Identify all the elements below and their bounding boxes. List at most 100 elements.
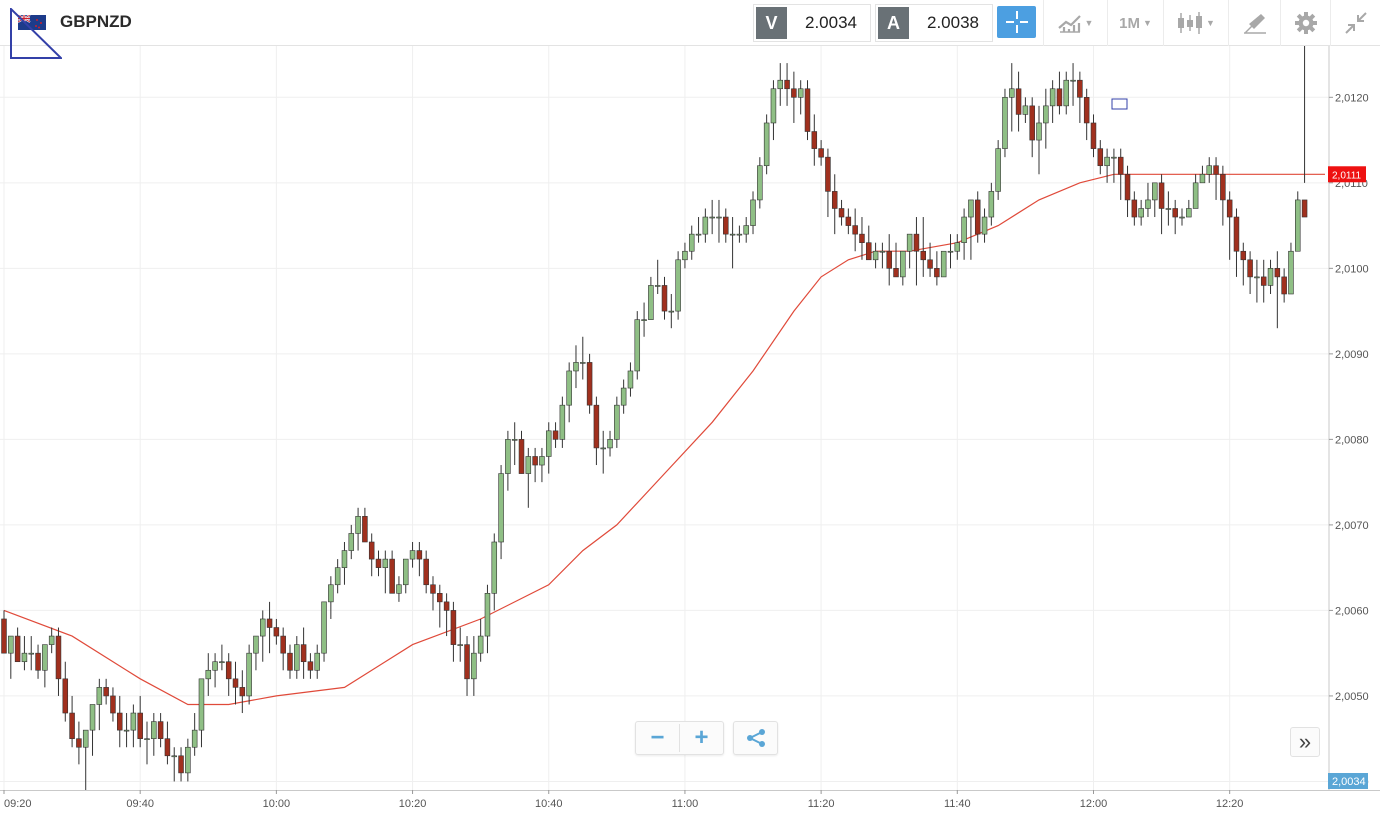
- candle-body: [1213, 165, 1219, 175]
- candle-body: [1, 618, 7, 654]
- candle-body: [164, 738, 171, 757]
- candle: [1043, 88, 1049, 149]
- buy-quote[interactable]: A 2.0038: [875, 4, 993, 42]
- candle-body: [62, 678, 69, 714]
- candle: [600, 430, 606, 474]
- candle-body: [157, 721, 164, 739]
- candle: [845, 208, 852, 235]
- share-button[interactable]: [733, 721, 778, 755]
- candle: [974, 191, 981, 243]
- candle-body: [123, 729, 130, 732]
- candle-body: [1254, 276, 1260, 279]
- candle-body: [232, 678, 239, 688]
- crosshair-button[interactable]: [997, 6, 1036, 38]
- candle: [566, 362, 572, 423]
- candle-body: [1260, 276, 1267, 286]
- sell-quote[interactable]: V 2.0034: [753, 4, 871, 42]
- candle-body: [103, 687, 109, 697]
- candle: [1117, 148, 1124, 200]
- candle-body: [1077, 79, 1083, 98]
- candle: [859, 217, 865, 260]
- zoom-out-button[interactable]: −: [636, 724, 680, 752]
- candle-body: [300, 644, 307, 663]
- price-chart[interactable]: 2,00402,00502,00602,00702,00802,00902,01…: [0, 46, 1380, 822]
- candle: [825, 148, 831, 218]
- candle: [178, 747, 184, 782]
- x-tick-label: 09:40: [126, 798, 154, 810]
- indicators-button[interactable]: ▼: [1043, 0, 1107, 46]
- candle: [185, 738, 191, 782]
- candle: [988, 182, 995, 226]
- candle: [355, 507, 361, 551]
- candle: [1022, 97, 1029, 123]
- candle: [14, 627, 21, 663]
- candle-body: [1104, 156, 1110, 167]
- x-tick-label: 12:20: [1216, 798, 1244, 810]
- candle-body: [1240, 250, 1247, 261]
- minimize-button[interactable]: [1330, 0, 1380, 46]
- candle-body: [995, 148, 1001, 192]
- candle: [654, 259, 661, 294]
- candle: [525, 447, 532, 508]
- scroll-to-end-button[interactable]: »: [1290, 727, 1320, 757]
- candle-body: [375, 558, 382, 568]
- gear-icon: [1294, 12, 1317, 34]
- candle-body: [913, 233, 920, 252]
- candle-body: [382, 558, 389, 568]
- candle-body: [1083, 97, 1090, 124]
- candle: [212, 653, 218, 688]
- candle-body: [409, 550, 416, 560]
- chart-type-selector[interactable]: ▼: [1163, 0, 1228, 46]
- candle-body: [566, 370, 572, 406]
- candle: [1145, 182, 1151, 218]
- candle-body: [518, 439, 525, 474]
- drawing-tools-button[interactable]: [1228, 0, 1280, 46]
- candle: [920, 217, 927, 277]
- candle: [416, 542, 423, 577]
- candle: [48, 627, 55, 654]
- zoom-in-button[interactable]: +: [694, 724, 709, 751]
- candle: [368, 533, 375, 577]
- chevron-down-icon: ▼: [1142, 18, 1152, 28]
- candle: [28, 636, 34, 671]
- chevron-down-icon: ▼: [1084, 18, 1094, 28]
- candle-body: [1165, 208, 1172, 210]
- candle-body: [1267, 268, 1274, 286]
- candle: [1295, 191, 1301, 252]
- candle-body: [688, 233, 695, 252]
- candle: [300, 627, 307, 679]
- candle-body: [750, 199, 756, 226]
- candle-body: [89, 704, 96, 731]
- candle: [695, 217, 702, 243]
- drawing-icon: [1243, 14, 1266, 34]
- candle: [573, 345, 579, 389]
- candle-body: [198, 678, 205, 731]
- time-axis[interactable]: 09:20 09:40 10:00 10:20 10:40 11:00 11:20 11:40…: [0, 790, 1380, 810]
- candle-body: [940, 250, 947, 278]
- candle: [736, 225, 743, 243]
- candle: [1158, 174, 1165, 235]
- candle-body: [314, 652, 320, 671]
- price-axis[interactable]: 2,00402,00502,00602,00702,00802,00902,01…: [1328, 46, 1369, 790]
- bid-price-label: 2,0034: [1332, 776, 1366, 788]
- candle: [96, 678, 103, 731]
- candle: [260, 610, 266, 662]
- timeframe-selector[interactable]: 1M ▼: [1107, 0, 1163, 46]
- candle-body: [8, 635, 14, 654]
- candle: [1281, 268, 1287, 303]
- candle-body: [906, 233, 913, 252]
- candle-body: [1049, 88, 1056, 107]
- candle-body: [1179, 216, 1185, 219]
- candle: [586, 353, 593, 414]
- candle-body: [702, 216, 709, 235]
- candle: [1186, 199, 1192, 218]
- candle: [287, 644, 293, 679]
- candle: [103, 678, 109, 705]
- candle: [1220, 165, 1226, 226]
- candle: [1152, 182, 1158, 218]
- y-tick-label: 2,0050: [1335, 691, 1369, 703]
- candle-body: [260, 618, 266, 637]
- candle: [144, 721, 150, 765]
- candle: [1179, 208, 1185, 226]
- settings-button[interactable]: [1280, 0, 1330, 46]
